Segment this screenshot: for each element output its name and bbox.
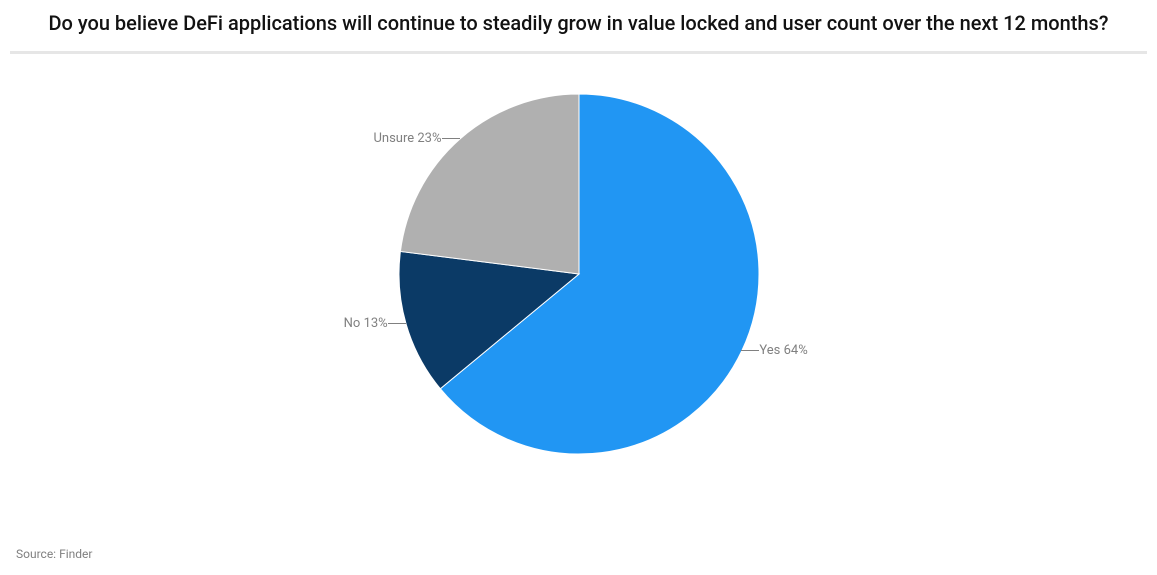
pie-label-text: Yes 64%	[759, 343, 807, 358]
pie-label-unsure: Unsure 23%	[373, 131, 459, 146]
pie-label-no: No 13%	[344, 316, 406, 331]
leader-line	[442, 138, 460, 139]
leader-line	[741, 350, 759, 351]
source-text: Source: Finder	[16, 547, 92, 561]
leader-line	[388, 323, 406, 324]
chart-area: Yes 64% No 13% Unsure 23%	[0, 54, 1157, 494]
chart-title: Do you believe DeFi applications will co…	[0, 0, 1157, 51]
pie-slice-unsure	[400, 94, 579, 274]
pie-label-text: No 13%	[344, 316, 388, 331]
pie-label-yes: Yes 64%	[741, 343, 807, 358]
pie-chart	[399, 94, 759, 454]
pie-label-text: Unsure 23%	[373, 131, 441, 146]
pie-wrap: Yes 64%No 13%Unsure 23%	[399, 94, 759, 454]
